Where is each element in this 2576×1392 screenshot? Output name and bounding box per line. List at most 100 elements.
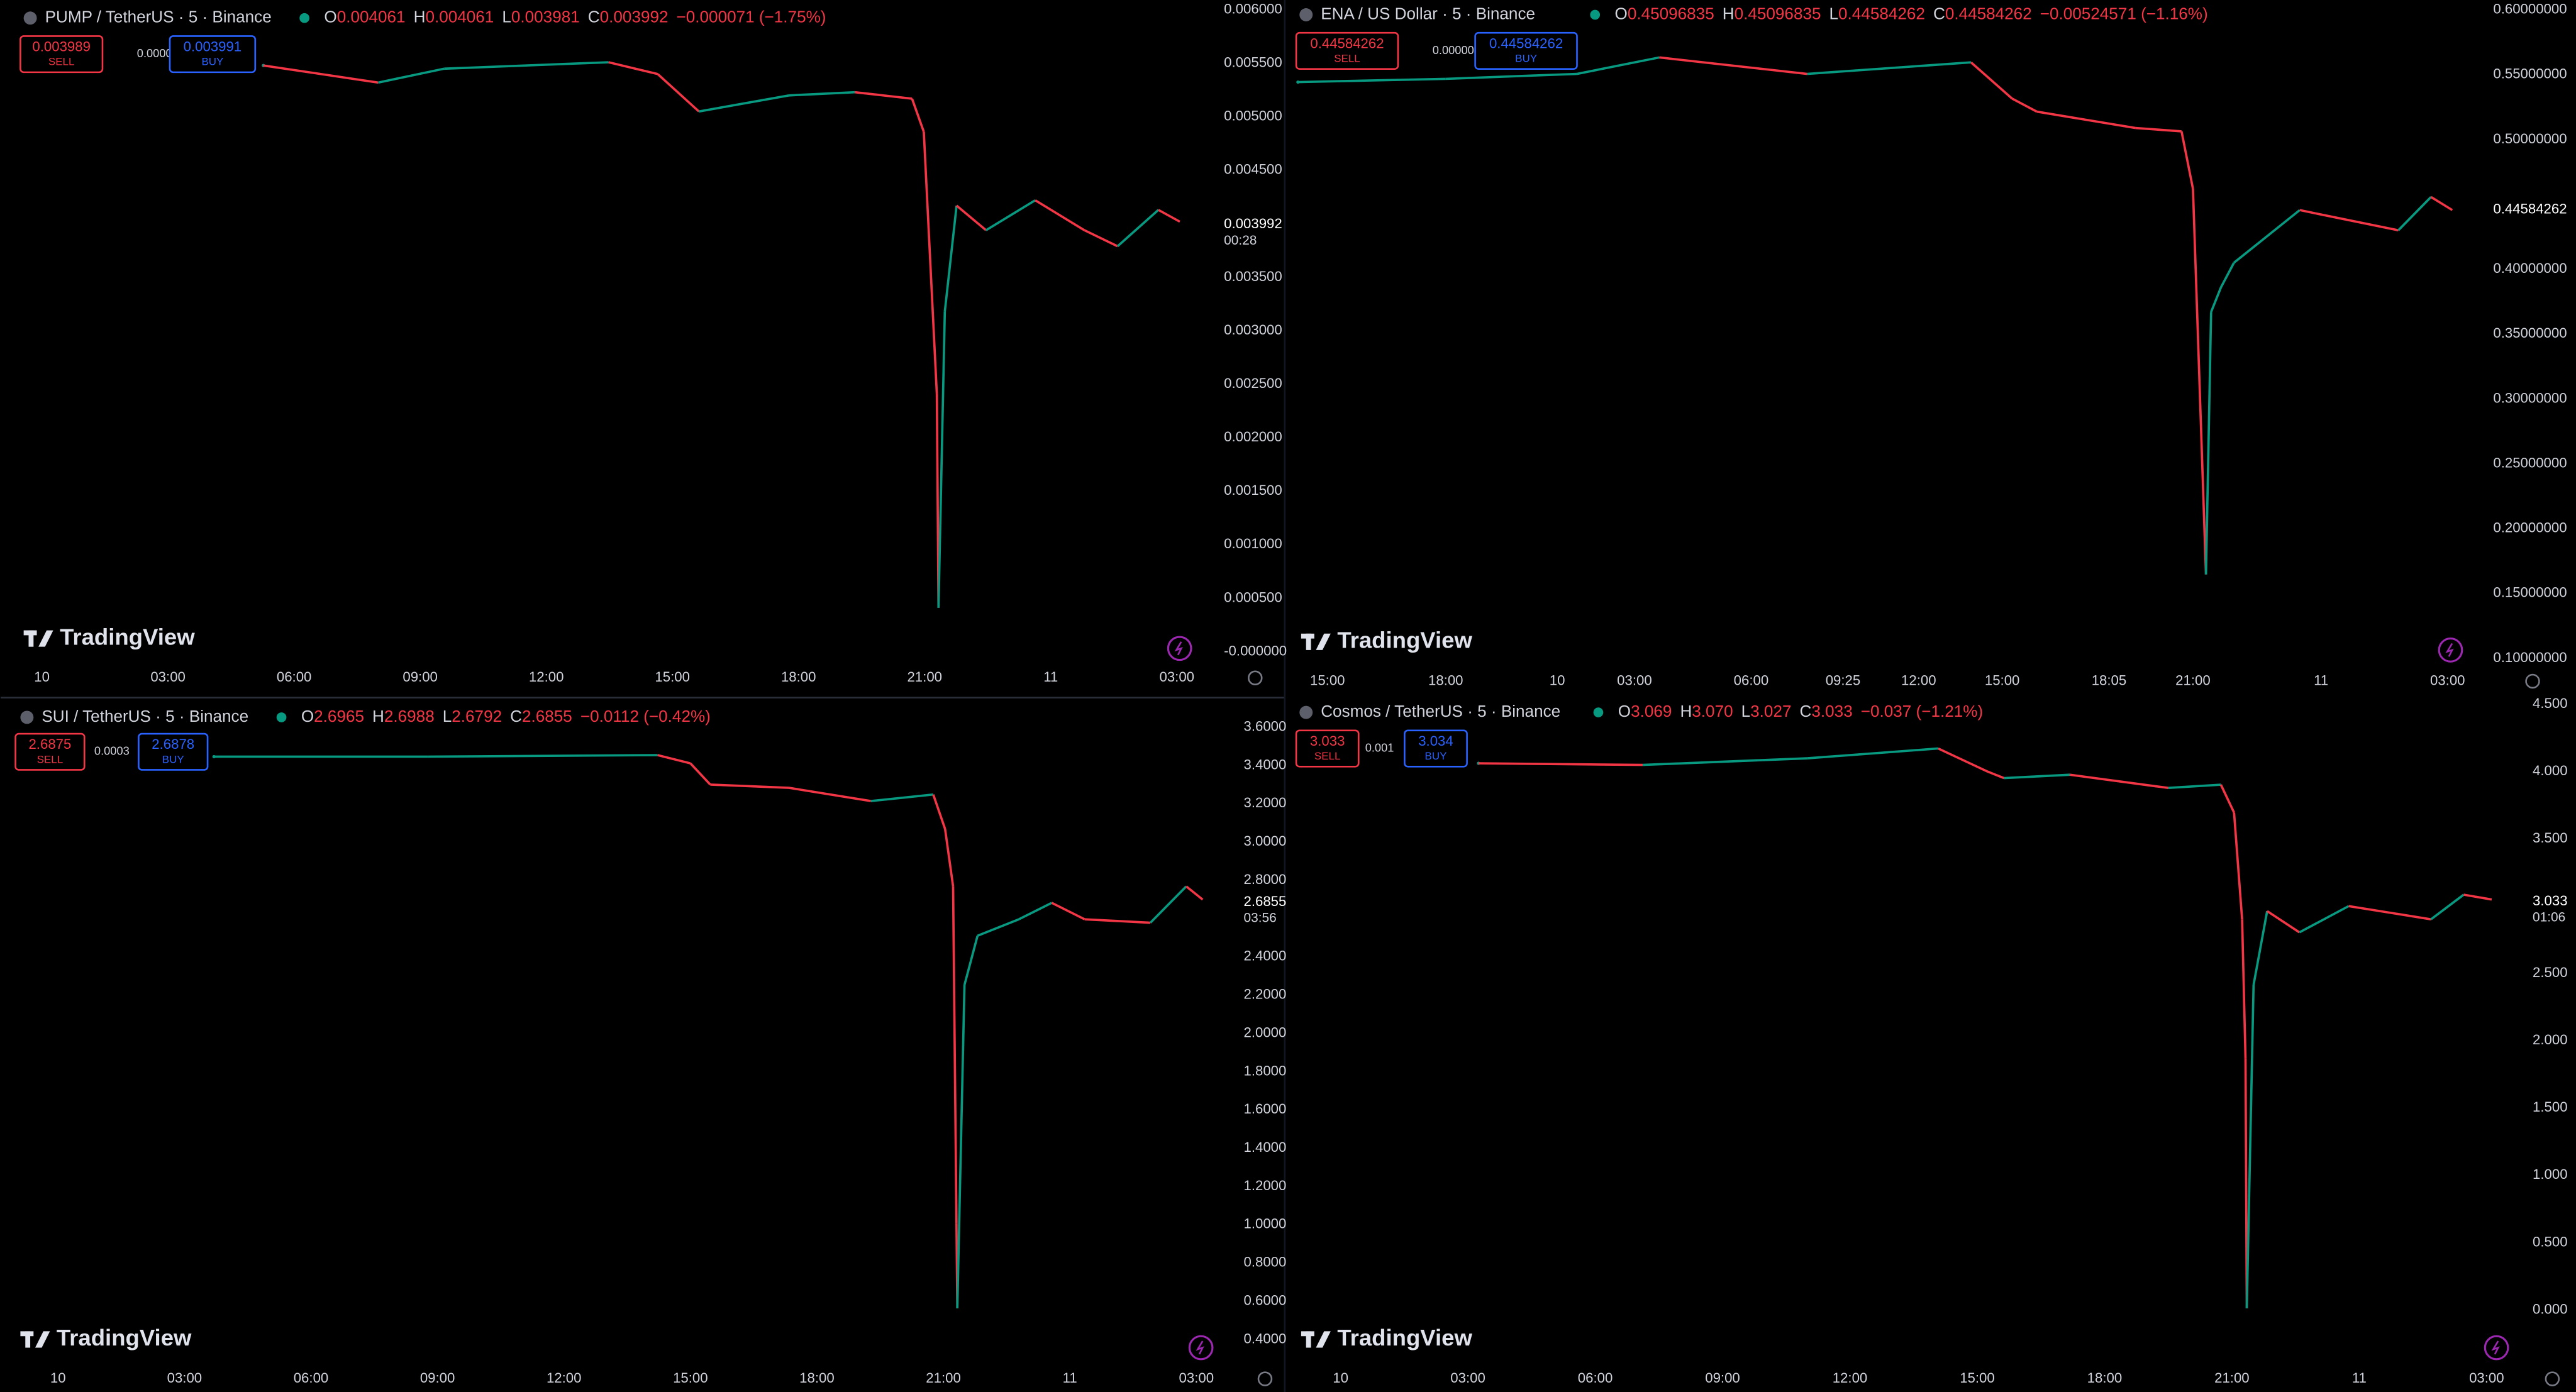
price-segment [985,199,1036,231]
price-segment [2252,910,2268,985]
price-segment [2192,189,2207,575]
x-tick-label: 09:00 [402,669,438,685]
y-tick-label: 0.002000 [1224,429,1282,445]
replay-icon [1174,641,1183,656]
logo-part [1306,1331,1311,1348]
y-tick-label: 4.500 [2533,695,2568,711]
ohlc-label: O [301,707,314,726]
price-segment [1051,902,1085,920]
ohlc-value: 3.033 [1811,702,1852,721]
x-tick-label: 18:00 [781,669,816,685]
x-tick-label: 11 [1043,669,1058,685]
plot-area [262,61,1180,608]
price-segment [870,793,934,802]
price-segment [689,762,711,786]
ohlc-label: H [414,8,426,26]
ohlc-label: C [1933,4,1945,23]
ohlc-label: C [1800,702,1812,721]
price-segment [1149,885,1187,924]
sell-button[interactable] [1295,31,1399,70]
price-segment [444,61,609,70]
ohlc-values: O3.069 H3.070 L3.027 C3.033 −0.037 (−1.21%) [1618,702,1983,721]
ohlc-label: L [1829,4,1839,23]
sell-button[interactable] [1295,729,1360,768]
y-tick-label: 0.002500 [1224,375,1282,391]
buy-button[interactable] [1404,729,1468,768]
price-segment [1297,77,1446,84]
x-tick-label: 06:00 [294,1370,329,1386]
x-tick-label: 12:00 [1901,672,1936,688]
buy-button[interactable] [138,732,209,771]
sell-button[interactable] [19,35,104,74]
buy-price: 0.003991 [184,39,242,55]
buy-button[interactable] [169,35,257,74]
settings-button[interactable] [1257,1371,1273,1386]
y-tick-label: 0.000 [2533,1301,2568,1317]
sell-label: SELL [37,753,64,765]
replay-icon [2445,643,2454,657]
y-tick-label: 0.10000000 [2493,649,2567,665]
last-price-label: 0.44584262 [2493,201,2567,216]
x-tick-label: 12:00 [547,1370,582,1386]
y-tick-label: 0.6000 [1244,1292,1287,1308]
countdown: 03:56 [1244,911,1277,925]
y-tick-label: 3.6000 [1244,718,1287,734]
y-tick-label: 0.50000000 [2493,131,2567,146]
price-segment [2245,985,2255,1308]
ohlc-label: L [502,8,511,26]
y-tick-label: 0.500 [2533,1234,2568,1249]
price-segment [1185,885,1204,901]
plot-area [1296,56,2453,575]
x-tick-label: 15:00 [655,669,690,685]
price-segment [963,935,979,986]
price-segment [1018,902,1053,920]
status-dot [1593,707,1604,717]
price-segment [2180,131,2194,189]
replay-button[interactable] [1188,1335,1214,1361]
y-tick-label: 2.2000 [1244,986,1287,1002]
y-tick-label: 1.4000 [1244,1139,1287,1155]
ohlc-value: 2.6965 [314,707,364,726]
replay-button[interactable] [1167,636,1192,661]
y-tick-label: 0.40000000 [2493,260,2567,276]
y-tick-label: 3.500 [2533,830,2568,846]
y-tick-label: 0.15000000 [2493,585,2567,600]
ohlc-value: 3.027 [1750,702,1791,721]
last-price-label: 0.003992 [1224,216,1282,231]
ohlc-label: O [1615,4,1628,23]
replay-button[interactable] [2484,1335,2509,1361]
x-tick-label: 15:00 [1310,672,1345,688]
sell-label: SELL [1314,750,1341,762]
ohlc-value: 3.070 [1692,702,1733,721]
x-tick-label: 03:00 [1617,672,1652,688]
y-tick-label: 0.25000000 [2493,455,2567,470]
symbol-icon [1299,8,1313,21]
price-segment [923,131,938,394]
settings-button[interactable] [2525,673,2540,689]
price-segment [932,794,947,830]
settings-button[interactable] [1248,670,1263,686]
price-segment [2241,919,2247,1059]
y-tick-label: 0.30000000 [2493,390,2567,406]
x-tick-label: 21:00 [2214,1370,2250,1386]
sell-button[interactable] [14,732,86,771]
x-tick-label: 03:00 [1450,1370,1485,1386]
price-segment [2011,97,2038,113]
replay-button[interactable] [2438,638,2463,663]
watermark: TradingView [1337,627,1472,653]
price-change: −0.00524571 (−1.16%) [2040,4,2208,23]
y-tick-label: 0.001000 [1224,536,1282,551]
price-segment [2219,262,2235,288]
ohlc-value: 0.44584262 [1945,4,2032,23]
sell-price: 0.003989 [32,39,91,55]
x-tick-label: 12:00 [529,669,564,685]
buy-button[interactable] [1474,31,1578,70]
price-segment [1478,762,1643,766]
settings-button[interactable] [2545,1371,2560,1386]
ohlc-values: O0.45096835 H0.45096835 L0.44584262 C0.4458… [1615,4,2208,23]
symbol-icon [23,11,37,25]
ohlc-values: O0.004061 H0.004061 L0.003981 C0.003992 −0.0… [324,8,826,26]
price-segment [2299,209,2316,215]
buy-price: 0.44584262 [1489,35,1563,51]
x-tick-label: 18:00 [799,1370,835,1386]
